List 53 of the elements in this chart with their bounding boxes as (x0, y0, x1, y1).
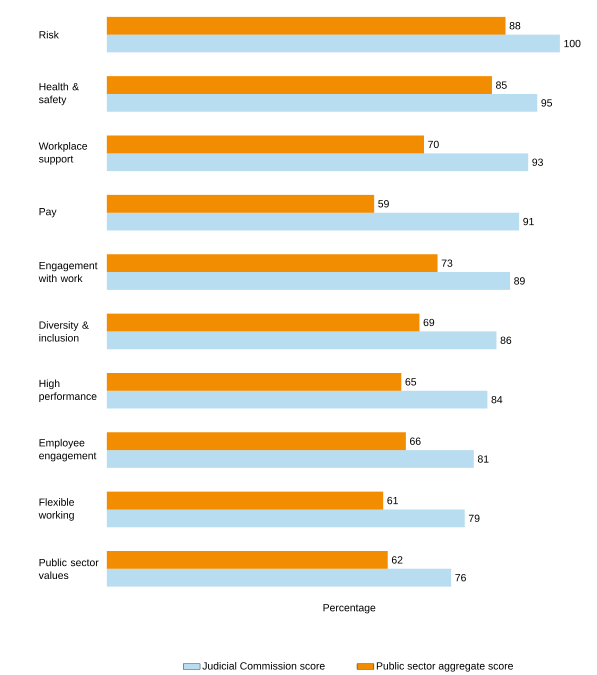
data-label: 89 (514, 277, 525, 285)
data-label: 62 (392, 556, 402, 564)
bar (106, 212, 519, 230)
data-label: 73 (442, 259, 452, 267)
y-tick-label: Workplace support (38, 142, 87, 165)
data-label: 84 (491, 396, 502, 404)
bar (106, 314, 420, 332)
data-label: 93 (532, 158, 543, 166)
bar (106, 94, 538, 112)
bar (106, 568, 451, 587)
data-label: 88 (509, 22, 520, 30)
bar (106, 254, 438, 272)
legend-label: Judicial Commission score (202, 662, 324, 670)
bar (106, 16, 506, 35)
data-label: 70 (428, 140, 439, 148)
legend-label: Public sector aggregate score (376, 662, 513, 672)
bar (106, 34, 560, 52)
x-axis-title: Percentage (323, 604, 376, 614)
bar (106, 136, 424, 154)
data-label: 86 (500, 336, 511, 344)
bar (106, 372, 402, 391)
y-tick-label: Diversity & inclusion (39, 321, 88, 342)
y-tick-label: Risk (39, 30, 59, 38)
y-tick-label: Flexible working (38, 498, 74, 521)
data-label: 69 (423, 318, 434, 326)
data-label: 61 (387, 496, 398, 504)
y-tick-label: Pay (39, 208, 56, 218)
data-label: 81 (478, 455, 488, 463)
bar (106, 194, 374, 213)
bar (106, 76, 492, 94)
bar (106, 551, 388, 569)
data-label: 66 (410, 438, 420, 445)
data-label: 65 (405, 378, 416, 386)
data-label: 85 (496, 81, 506, 89)
data-label: 95 (541, 99, 552, 107)
data-label: 91 (523, 218, 534, 226)
y-tick-label: Health & safety (38, 82, 79, 106)
y-tick-label: Engagement with work (38, 262, 98, 282)
bar (106, 153, 528, 172)
bar (106, 390, 488, 409)
bar (106, 272, 510, 290)
bar (106, 432, 406, 450)
data-label: 100 (564, 40, 580, 48)
y-tick-label: Employee engagement (38, 438, 96, 462)
y-tick-label: Public sector values (38, 558, 98, 580)
bar (106, 450, 474, 468)
data-label: 59 (378, 200, 389, 208)
data-label: 76 (455, 574, 466, 582)
data-label: 79 (468, 514, 480, 522)
bar (106, 492, 383, 510)
bar (106, 331, 496, 350)
bar (106, 509, 465, 528)
y-tick-label: High performance (39, 379, 96, 402)
